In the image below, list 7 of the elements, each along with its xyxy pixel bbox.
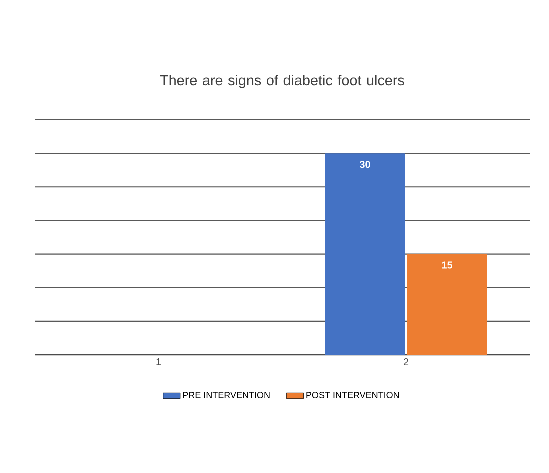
x-tick-label: 1 (156, 358, 162, 366)
data-label: 15 (442, 262, 453, 269)
chart-title: There are signs of diabetic foot ulcers (160, 75, 404, 88)
legend-label: PRE INTERVENTION (183, 392, 270, 398)
legend-label: POST INTERVENTION (306, 392, 400, 398)
data-label: 30 (360, 161, 370, 168)
x-tick-label: 2 (404, 358, 409, 366)
